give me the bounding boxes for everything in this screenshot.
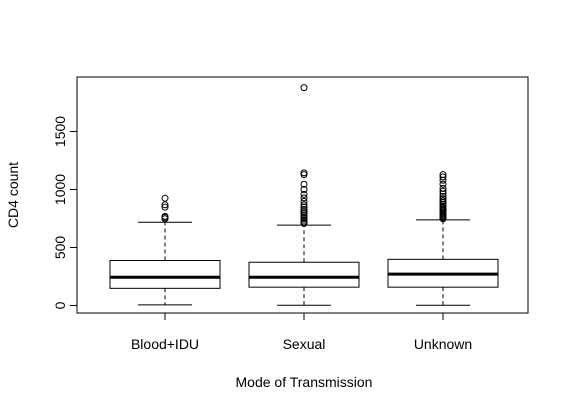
y-axis-label: CD4 count — [5, 162, 21, 228]
x-tick-label: Blood+IDU — [131, 336, 199, 352]
outlier-point — [300, 205, 308, 213]
outlier-point — [161, 203, 169, 211]
y-tick-label: 1000 — [52, 174, 68, 205]
y-tick-label: 500 — [52, 236, 68, 260]
iqr-box — [248, 261, 360, 288]
box-unknown — [387, 171, 499, 306]
outlier-point — [161, 194, 169, 202]
outlier-point — [300, 186, 308, 193]
outlier-point — [300, 197, 308, 205]
outlier-point — [439, 195, 447, 203]
box-blood-idu — [109, 194, 221, 306]
outlier-point — [439, 184, 447, 192]
outlier-point — [439, 171, 447, 179]
outlier-point — [300, 180, 308, 188]
outlier-point — [300, 190, 308, 198]
x-axis: Blood+IDU Sexual Unknown — [131, 312, 472, 352]
outlier-point — [300, 201, 308, 209]
y-axis: 0 500 1000 1500 — [52, 116, 78, 309]
y-tick-label: 1500 — [52, 116, 68, 147]
box-sexual — [248, 84, 360, 306]
outlier-point — [439, 180, 447, 188]
iqr-box — [109, 259, 221, 289]
outlier-point — [300, 208, 308, 216]
outlier-point — [300, 194, 308, 202]
x-tick-label: Sexual — [283, 336, 326, 352]
outlier-point — [439, 187, 447, 195]
outlier-point — [439, 192, 447, 200]
x-tick-label: Unknown — [414, 336, 472, 352]
outlier-point — [439, 173, 447, 181]
outlier-point — [300, 169, 308, 177]
outlier-point — [439, 197, 447, 205]
outlier-point — [161, 201, 169, 209]
outlier-point — [161, 212, 169, 220]
outlier-point — [300, 84, 308, 92]
x-axis-label: Mode of Transmission — [236, 374, 373, 390]
y-tick-label: 0 — [52, 301, 68, 309]
boxes — [109, 84, 499, 306]
